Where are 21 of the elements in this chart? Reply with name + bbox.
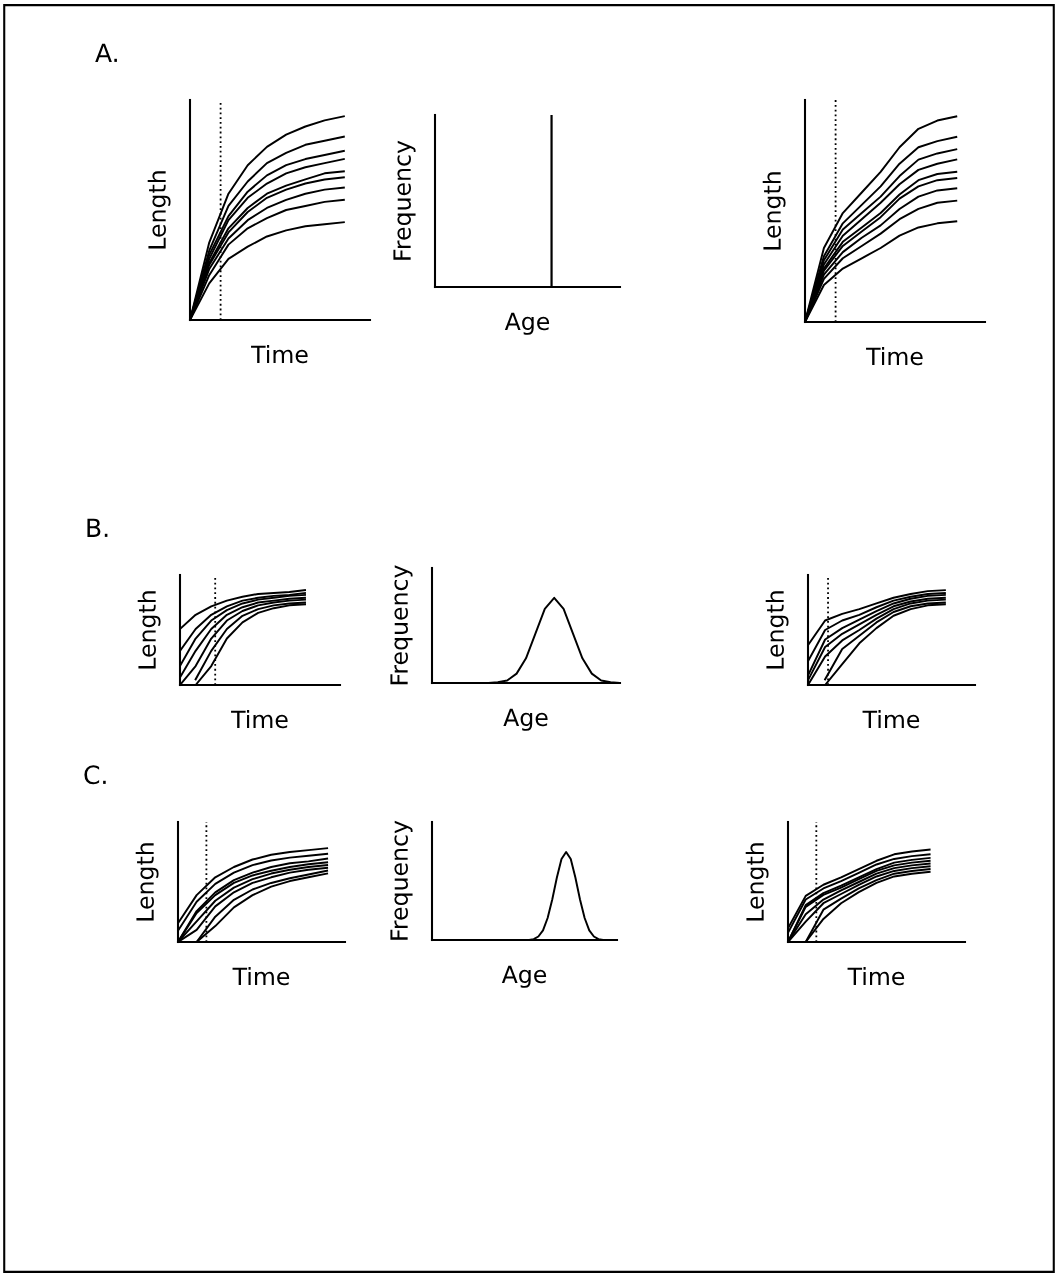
chart-title: C. (84, 765, 106, 785)
x-axis-title: Age (503, 708, 548, 731)
chart-title: B. (87, 518, 108, 537)
x-axis-title: Time (231, 710, 288, 729)
x-axis-title: Time (862, 710, 920, 729)
y-axis-title: Frequency (393, 140, 416, 260)
x-axis-title: Time (847, 967, 905, 986)
x-axis-title: Age (501, 965, 547, 988)
x-axis-title: Time (251, 345, 308, 364)
x-axis-title: Time (866, 347, 923, 366)
y-axis-title: Length (137, 591, 161, 669)
x-axis-title: Time (232, 967, 290, 986)
y-axis-title: Length (147, 171, 171, 249)
x-axis-title: Age (504, 312, 550, 335)
chart-title: A. (95, 43, 117, 62)
y-axis-title: Length (765, 591, 789, 669)
y-axis-title: Length (135, 843, 159, 921)
y-axis-title: Frequency (390, 565, 413, 685)
y-axis-title: Frequency (390, 820, 413, 940)
y-axis-title: Length (745, 843, 769, 921)
y-axis-title: Length (762, 172, 786, 250)
